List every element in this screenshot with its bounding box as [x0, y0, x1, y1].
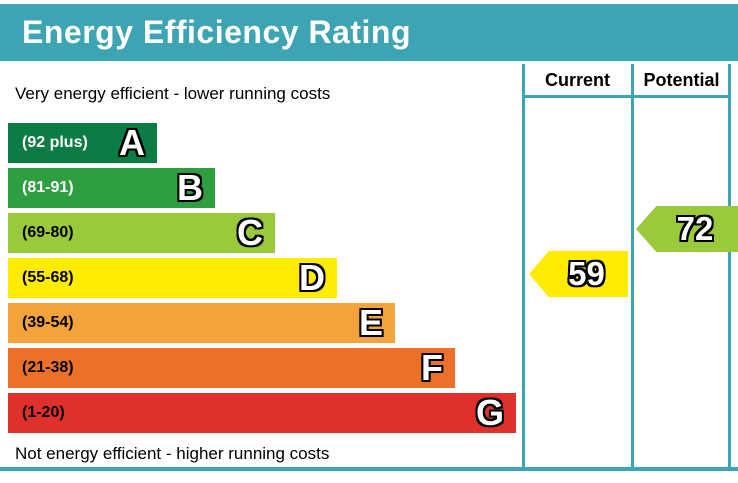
column-header-underline — [522, 95, 731, 98]
current-rating-arrow: 59 — [529, 251, 628, 297]
column-header-potential: Potential — [643, 70, 720, 90]
bottom-note: Not energy efficient - higher running co… — [15, 444, 330, 463]
band-row-b: (81-91) B — [8, 168, 215, 208]
band-letter: C — [237, 212, 263, 253]
band-row-d: (55-68) D — [8, 258, 337, 298]
band-row-f: (21-38) F — [8, 348, 455, 388]
table-border-right — [728, 64, 731, 471]
band-range-label: (81-91) — [22, 179, 74, 196]
band-letter: A — [119, 122, 145, 163]
band-letter: F — [421, 347, 443, 388]
band-range-label: (1-20) — [22, 404, 65, 421]
band-range-label: (92 plus) — [22, 134, 88, 151]
column-header-current: Current — [544, 70, 610, 90]
band-range-label: (39-54) — [22, 314, 74, 331]
band-row-c: (69-80) C — [8, 213, 275, 253]
potential-rating-arrow: 72 — [636, 206, 738, 252]
band-range-label: (21-38) — [22, 359, 74, 376]
table-border-middle — [631, 64, 634, 471]
top-note: Very energy efficient - lower running co… — [15, 84, 331, 103]
chart-bottom-border — [0, 467, 738, 471]
band-range-label: (55-68) — [22, 269, 74, 286]
band-letter: E — [358, 302, 383, 343]
page-title: Energy Efficiency Rating — [22, 14, 411, 50]
band-row-e: (39-54) E — [8, 303, 395, 343]
band-row-a: (92 plus) A — [8, 123, 157, 163]
band-letter: D — [299, 257, 325, 298]
table-border-left — [522, 64, 525, 471]
band-range-label: (69-80) — [22, 224, 74, 241]
band-letter: B — [177, 167, 203, 208]
band-letter: G — [475, 392, 504, 433]
current-rating-value: 59 — [568, 255, 605, 292]
band-row-g: (1-20) G — [8, 393, 516, 433]
potential-rating-value: 72 — [676, 210, 714, 247]
title-band: Energy Efficiency Rating — [0, 4, 738, 61]
rating-bands: (92 plus) A (81-91) B (69-80) C (55-68) … — [8, 123, 522, 438]
